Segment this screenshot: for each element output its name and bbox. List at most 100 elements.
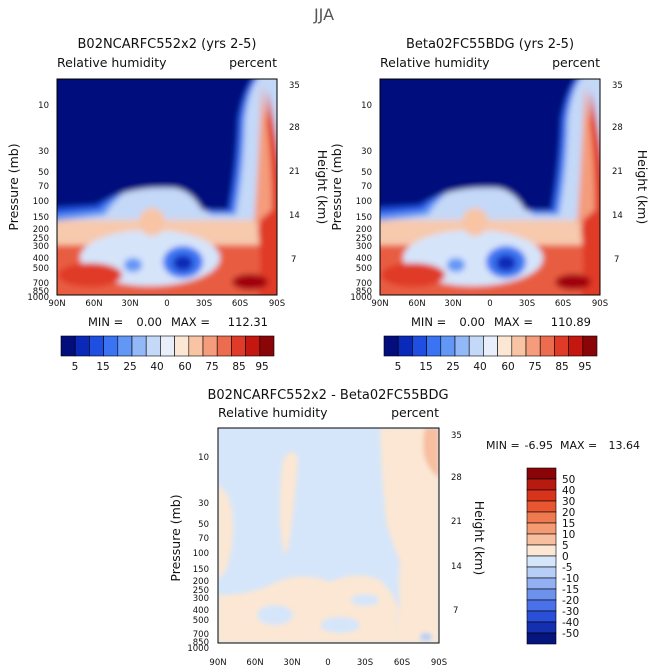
panel-title: B02NCARFC552x2 - Beta02FC55BDG: [207, 388, 448, 403]
colorbar-swatch: [60, 335, 76, 357]
field-negative-patch: [351, 594, 379, 606]
colorbar-swatch: [497, 335, 513, 357]
y-tick-label: 50: [38, 168, 49, 178]
x-tick-label: 0: [164, 299, 169, 309]
field-positive-finger: [280, 451, 298, 555]
colorbar-swatch: [440, 335, 456, 357]
y-tick-label: 700: [33, 279, 49, 289]
colorbar-swatch: [526, 522, 557, 535]
y-tick-label: 10: [198, 453, 209, 463]
plot-frame: [379, 78, 601, 296]
panel-right: Beta02FC55BDG (yrs 2-5) Relative humidit…: [329, 37, 648, 373]
x-tick-label: 30N: [283, 658, 300, 668]
height-tick-label: 28: [451, 473, 462, 483]
y-tick-label: 400: [33, 254, 49, 264]
colorbar-swatch: [526, 500, 557, 513]
colorbar-label: 30: [562, 496, 575, 508]
colorbar-label: 95: [578, 361, 591, 373]
colorbar-swatch: [245, 335, 261, 357]
panel-title: B02NCARFC552x2 (yrs 2-5): [78, 37, 257, 52]
y-tick-label: 200: [193, 577, 209, 587]
y-tick-label: 850: [33, 287, 49, 297]
y-tick-label: 10: [38, 101, 49, 111]
colorbar-swatch: [526, 478, 557, 491]
panel-title: Beta02FC55BDG (yrs 2-5): [406, 37, 574, 52]
y-tick-label: 150: [33, 213, 49, 223]
y-axis-right-ticks: 35 28 21 14 7: [451, 431, 462, 616]
y-tick-label: 300: [33, 242, 49, 252]
height-tick-label: 35: [289, 81, 300, 91]
y-tick-label: 150: [356, 213, 372, 223]
y-tick-label: 700: [193, 630, 209, 640]
y-axis-label-right: Height (km): [472, 501, 487, 575]
y-tick-label: 100: [356, 197, 372, 207]
y-tick-label: 250: [33, 234, 49, 244]
colorbar-swatch: [131, 335, 147, 357]
field-positive-east: [380, 428, 439, 643]
min-label: MIN =: [88, 315, 123, 329]
colorbar-label: 85: [555, 361, 568, 373]
colorbar-swatch: [412, 335, 427, 357]
colorbar-swatch: [397, 335, 413, 357]
colorbar-label: 60: [501, 361, 514, 373]
x-tick-label: 60S: [555, 299, 571, 309]
colorbar-label: 10: [562, 529, 575, 541]
y-tick-label: 100: [193, 549, 209, 559]
y-tick-label: 400: [193, 606, 209, 616]
y-tick-label: 250: [193, 586, 209, 596]
min-label: MIN =: [411, 315, 446, 329]
page-title: JJA: [313, 5, 334, 24]
colorbar-swatch: [426, 335, 442, 357]
colorbar-swatch: [568, 335, 584, 357]
colorbar-labels: 5 15 25 40 60 75 85 95: [395, 361, 592, 373]
colorbar: [60, 335, 275, 357]
colorbar-swatch: [526, 555, 557, 568]
height-tick-label: 14: [451, 562, 462, 572]
rh-field: [57, 79, 277, 295]
colorbar-label: 40: [562, 485, 575, 497]
y-tick-label: 400: [356, 254, 372, 264]
y-tick-label: 10: [361, 101, 372, 111]
y-tick-label: 50: [198, 520, 209, 530]
colorbar-label: -5: [562, 562, 572, 574]
colorbar-swatch: [526, 621, 557, 634]
colorbar-label: 5: [72, 361, 79, 373]
colorbar-label: -40: [562, 617, 579, 629]
x-tick-label: 90S: [592, 299, 608, 309]
colorbar-swatch: [174, 335, 190, 357]
y-axis-right-ticks: 35 28 21 14 7: [289, 81, 300, 265]
rh-field: [380, 79, 600, 295]
colorbar-label: -30: [562, 606, 579, 618]
colorbar-swatch: [526, 588, 557, 601]
plot-frame: [217, 427, 440, 644]
colorbar-label: 60: [178, 361, 191, 373]
colorbar-swatch: [202, 335, 218, 357]
colorbar-label: 75: [528, 361, 541, 373]
field-surface-nh: [381, 263, 445, 287]
y-tick-label: 70: [38, 182, 49, 192]
y-axis-label-right: Height (km): [635, 150, 648, 224]
field-negative-patch: [320, 617, 360, 633]
x-tick-label: 0: [487, 299, 492, 309]
colorbar-label: 75: [205, 361, 218, 373]
y-tick-label: 30: [361, 147, 372, 157]
y-axis-left-ticks: 10 30 50 70 100 150 200 250 300 400 500 …: [27, 101, 49, 303]
y-tick-label: 850: [356, 287, 372, 297]
colorbar: [526, 467, 557, 645]
y-tick-label: 250: [356, 234, 372, 244]
y-tick-label: 1000: [187, 644, 209, 654]
colorbar-swatch: [525, 335, 541, 357]
colorbar-label: 15: [96, 361, 109, 373]
colorbar-label: -20: [562, 595, 579, 607]
x-tick-label: 90S: [431, 658, 447, 668]
height-tick-label: 35: [451, 431, 462, 441]
height-tick-label: 7: [291, 255, 296, 265]
colorbar-swatch: [526, 533, 557, 546]
colorbar-label: 5: [395, 361, 402, 373]
colorbar-swatch: [74, 335, 90, 357]
colorbar-swatch: [145, 335, 161, 357]
y-tick-label: 300: [356, 242, 372, 252]
colorbar-label: 25: [446, 361, 459, 373]
colorbar-label: 85: [232, 361, 245, 373]
